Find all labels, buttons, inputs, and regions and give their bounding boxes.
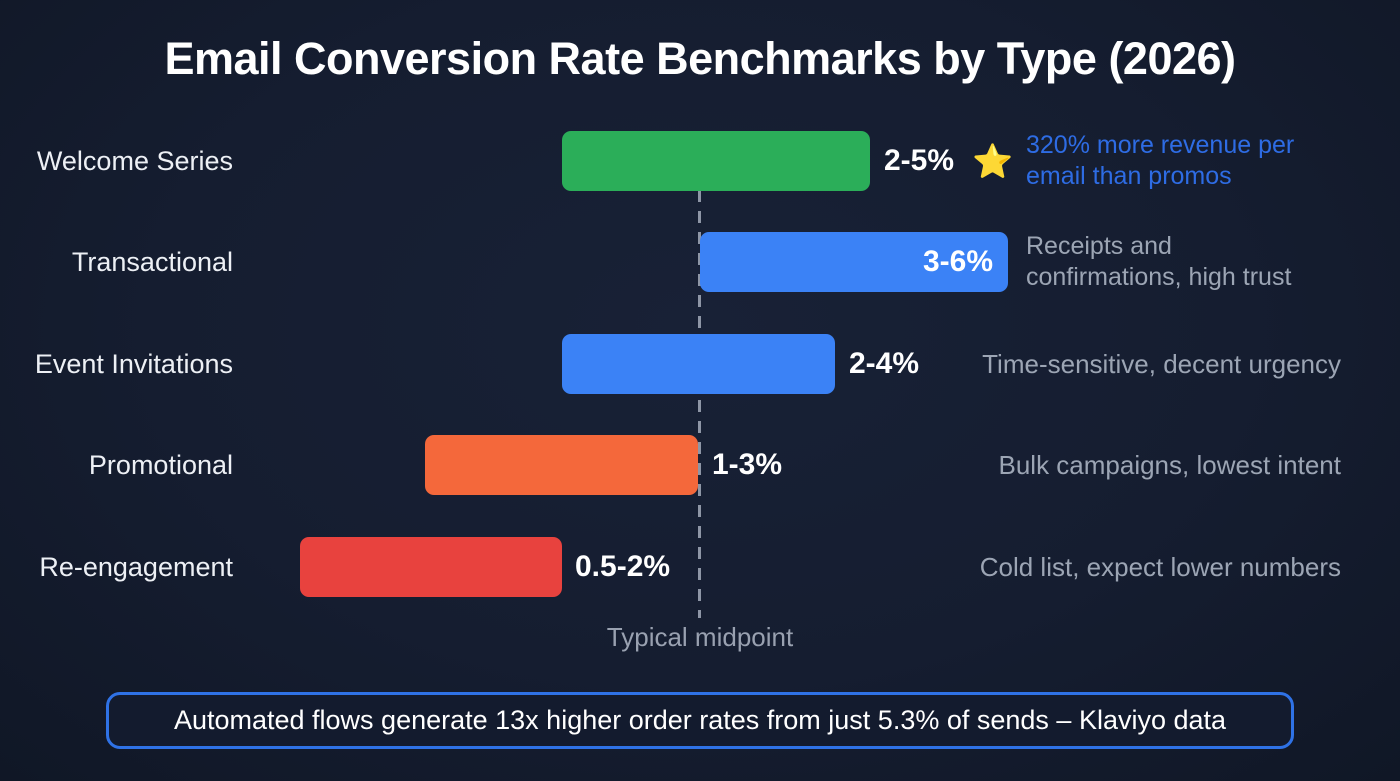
range-value: 0.5-2%: [575, 550, 671, 583]
midpoint-label: Typical midpoint: [606, 622, 794, 652]
annotation-re-engagement: Cold list, expect lower numbers: [979, 552, 1341, 582]
chart-row-re-engagement: Re-engagement 0.5-2% Cold list, expect l…: [0, 536, 1400, 598]
category-label: Welcome Series: [36, 146, 233, 176]
bar-transactional: 3-6%: [700, 232, 1008, 292]
bar-promotional: [425, 435, 698, 495]
range-value: 1-3%: [712, 448, 783, 481]
category-label: Event Invitations: [34, 349, 233, 379]
annotation-welcome-series: 320% more revenue per email than promos: [1026, 130, 1294, 192]
annotation-line-1: Receipts and: [1026, 232, 1172, 260]
annotation-line-2: confirmations, high trust: [1026, 263, 1292, 291]
chart-title: Email Conversion Rate Benchmarks by Type…: [164, 33, 1236, 84]
chart-row-event-invitations: Event Invitations 2-4% Time-sensitive, d…: [0, 333, 1400, 395]
bar-welcome-series: [562, 131, 870, 191]
category-label: Re-engagement: [39, 552, 233, 582]
category-label: Transactional: [71, 247, 233, 277]
star-icon: ⭐: [972, 142, 1014, 180]
range-value: 2-5%: [884, 144, 955, 177]
annotation-transactional: Receipts and confirmations, high trust: [1026, 231, 1291, 293]
annotation-event-invitations: Time-sensitive, decent urgency: [982, 349, 1341, 379]
callout-text: Automated flows generate 13x higher orde…: [173, 705, 1227, 735]
category-label: Promotional: [88, 450, 233, 480]
annotation-line-1: 320% more revenue per: [1026, 131, 1295, 159]
midpoint-dashed-line: [698, 190, 701, 618]
bar-re-engagement: [300, 537, 562, 597]
annotation-promotional: Bulk campaigns, lowest intent: [998, 450, 1341, 480]
range-value: 2-4%: [849, 347, 920, 380]
chart-row-promotional: Promotional 1-3% Bulk campaigns, lowest …: [0, 434, 1400, 496]
callout-banner: Automated flows generate 13x higher orde…: [106, 692, 1294, 749]
annotation-line-2: email than promos: [1026, 162, 1232, 190]
bar-event-invitations: [562, 334, 835, 394]
chart-row-transactional: Transactional 3-6% Receipts and confirma…: [0, 231, 1400, 293]
range-value: 3-6%: [922, 245, 993, 278]
chart-row-welcome-series: Welcome Series 2-5% ⭐ 320% more revenue …: [0, 130, 1400, 192]
